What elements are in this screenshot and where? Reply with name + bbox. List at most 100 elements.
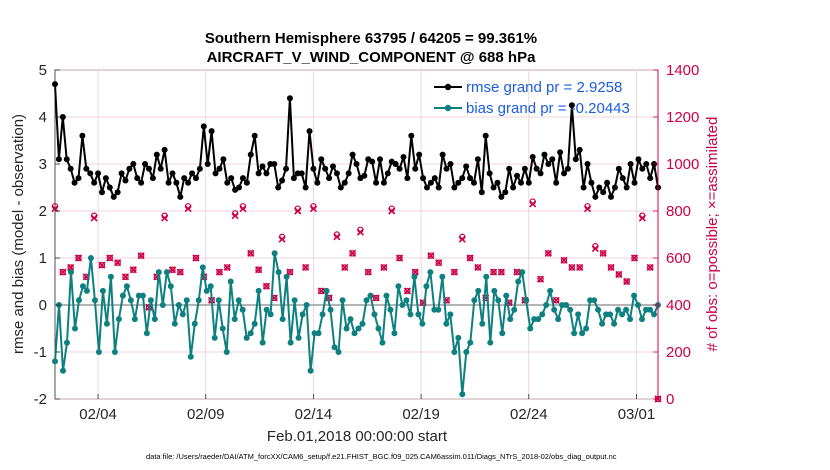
obs-possible-marker [75, 254, 82, 262]
obs-assimilated-marker [396, 254, 404, 262]
obs-assimilated-stroke [623, 277, 631, 286]
obs-possible-marker [607, 264, 615, 271]
bias-point [95, 349, 102, 355]
obs-assimilated-marker [458, 235, 466, 243]
obs-assimilated-marker [176, 268, 184, 276]
bias-point [535, 316, 542, 323]
rmse-point [608, 193, 615, 200]
obs-assimilated-stroke [129, 266, 137, 274]
bias-point [239, 306, 246, 313]
rmse-point [584, 161, 591, 167]
bias-point [307, 367, 314, 374]
bias-point [571, 330, 578, 337]
bias-point [543, 302, 550, 308]
obs-possible-marker [451, 268, 458, 276]
rmse-point [627, 161, 634, 167]
bias-point [87, 255, 94, 261]
obs-assimilated-marker [638, 214, 646, 222]
obs-possible-marker [114, 259, 121, 266]
rmse-point [165, 179, 172, 186]
rmse-point [568, 102, 575, 109]
y2-tick-label: 1000 [666, 156, 699, 173]
rmse-point [259, 163, 266, 170]
rmse-point [55, 156, 62, 163]
rmse-point [243, 179, 250, 186]
rmse-point [353, 161, 360, 167]
obs-assimilated-marker [552, 296, 560, 304]
obs-assimilated-marker [239, 205, 247, 213]
bias-point [591, 297, 598, 304]
rmse-point [455, 179, 462, 186]
bias-point [459, 391, 466, 398]
rmse-point [275, 184, 282, 191]
rmse-point [333, 170, 340, 177]
bias-point [131, 316, 138, 323]
rmse-point [153, 151, 160, 158]
obs-assimilated-marker [129, 266, 137, 274]
y-tick-label: 1 [39, 250, 47, 267]
rmse-point [322, 165, 329, 172]
rmse-point [600, 189, 607, 196]
legend-rmse-label: rmse grand pr = 2.9258 [466, 79, 622, 96]
bias-point [383, 292, 390, 299]
bias-point [251, 320, 258, 327]
rmse-point [392, 161, 399, 167]
bias-point [451, 349, 458, 355]
rmse-point [592, 193, 599, 200]
obs-assimilated-marker [255, 266, 263, 274]
rmse-point [572, 156, 579, 163]
obs-assimilated-stroke [255, 266, 263, 274]
obs-assimilated-marker [341, 263, 349, 271]
rmse-point [98, 189, 105, 196]
bias-point [231, 316, 238, 323]
bias-point [339, 297, 346, 304]
obs-possible-marker [122, 273, 129, 280]
bias-point [631, 292, 638, 299]
y-tick-label: 3 [39, 156, 47, 173]
rmse-point [420, 175, 427, 182]
rmse-point [561, 170, 568, 177]
obs-assimilated-stroke [90, 214, 98, 222]
rmse-point [604, 179, 611, 186]
obs-possible-marker [59, 268, 67, 276]
rmse-point [196, 165, 203, 172]
bias-point [195, 297, 202, 304]
obs-assimilated-stroke [529, 200, 537, 208]
bias-point [143, 330, 150, 337]
bias-point [271, 250, 278, 257]
bias-point [479, 320, 486, 327]
obs-assimilated-marker [583, 205, 592, 213]
bias-point [75, 297, 82, 304]
obs-assimilated-stroke [380, 263, 388, 271]
y-tick-label: 5 [39, 62, 47, 79]
obs-assimilated-stroke [474, 263, 482, 271]
rmse-point [341, 179, 348, 186]
bias-point [283, 273, 290, 280]
y2-tick-label: 1200 [666, 109, 699, 126]
obs-possible-marker [349, 250, 356, 257]
obs-assimilated-stroke [489, 268, 498, 276]
rmse-point [59, 114, 66, 120]
rmse-point [380, 179, 387, 186]
obs-possible-marker [435, 259, 442, 266]
bias-point [207, 283, 214, 290]
rmse-point [404, 175, 411, 182]
obs-assimilated-stroke [286, 268, 294, 276]
bias-point [623, 306, 630, 313]
obs-possible-marker [372, 294, 380, 302]
obs-possible-marker [169, 266, 176, 273]
rmse-point [200, 123, 207, 130]
rmse-point [142, 161, 149, 167]
bias-point [191, 320, 198, 327]
rmse-point [412, 165, 419, 172]
rmse-point [564, 165, 571, 172]
bias-point [211, 334, 218, 341]
rmse-point [330, 163, 337, 170]
obs-assimilated-marker [90, 214, 98, 222]
plot-area [54, 69, 659, 400]
rmse-series [52, 81, 661, 200]
rmse-point [208, 128, 215, 135]
bias-point [295, 334, 302, 341]
bias-point [607, 311, 614, 318]
obs-assimilated-stroke [427, 252, 435, 260]
